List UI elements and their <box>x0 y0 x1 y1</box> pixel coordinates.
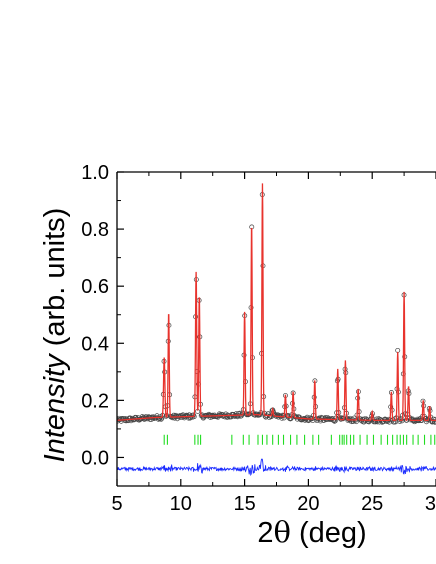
y-tick-label: 0.2 <box>81 390 109 412</box>
difference-line <box>117 458 436 477</box>
observed-point <box>169 415 175 421</box>
x-axis-title: 2θ (deg) <box>257 515 366 549</box>
x-axis-title-symbol: θ <box>273 515 290 549</box>
observed-point <box>431 419 436 425</box>
x-tick-label: 30 <box>425 493 436 515</box>
x-tick-label: 10 <box>170 493 192 515</box>
x-tick-label: 25 <box>361 493 383 515</box>
y-axis-title-rest: (arb. units) <box>39 208 71 355</box>
x-tick-label: 15 <box>233 493 255 515</box>
y-tick-label: 0.6 <box>81 276 109 298</box>
calculated-line <box>117 183 436 421</box>
y-tick-label: 1.0 <box>81 162 109 184</box>
observed-point <box>332 418 338 424</box>
observed-point <box>146 414 152 420</box>
x-tick-label: 5 <box>111 493 122 515</box>
y-axis-title: Intensity (arb. units) <box>39 208 71 463</box>
y-axis-title-italic: Intensity <box>39 353 71 462</box>
x-axis-title-rest: (deg) <box>291 517 367 549</box>
x-axis-title-prefix: 2 <box>257 517 273 549</box>
y-tick-label: 0.0 <box>81 447 109 469</box>
y-tick-label: 0.8 <box>81 219 109 241</box>
y-tick-label: 0.4 <box>81 333 109 355</box>
x-tick-label: 20 <box>297 493 319 515</box>
